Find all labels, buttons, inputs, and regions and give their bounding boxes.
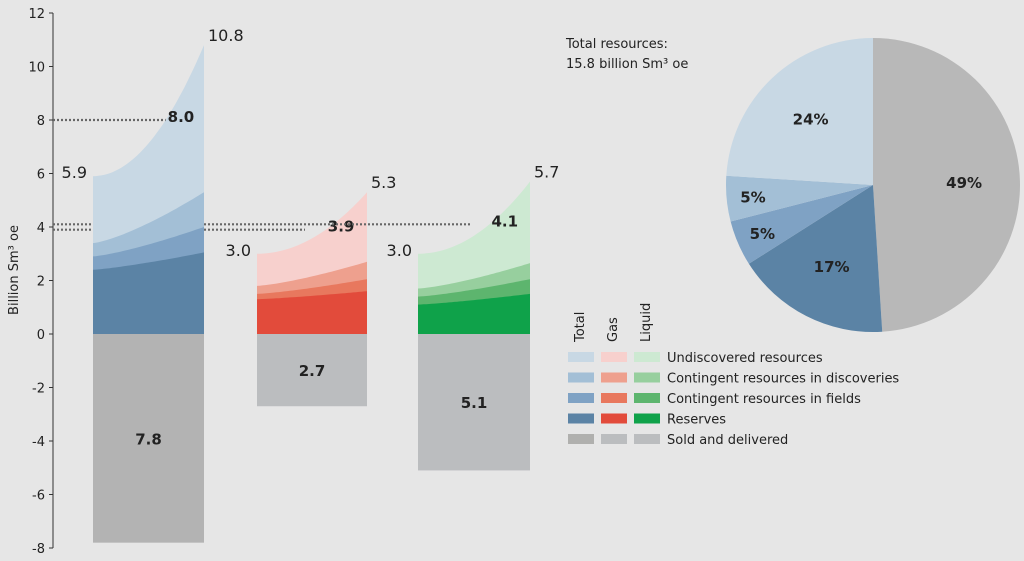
sold-value-label: 5.1 (461, 394, 488, 412)
y-axis: 12 10 8 6 4 2 0 -2 -4 -6 -8 (28, 7, 54, 557)
pie-slice-contingent-resources-in-fields (730, 185, 873, 264)
expected-value-label: 8.0 (168, 108, 195, 126)
low-value-label: 5.9 (62, 163, 87, 182)
y-tick-label: 4 (37, 221, 45, 236)
legend-swatch (601, 434, 627, 444)
y-tick-label: -4 (32, 435, 45, 450)
legend-swatch (634, 352, 660, 362)
legend-swatch (601, 413, 627, 424)
high-value-label: 10.8 (208, 26, 244, 45)
legend-swatch (568, 372, 594, 383)
legend-column-total: Total (573, 312, 588, 343)
pie-slice-label: 24% (793, 111, 829, 129)
y-tick-label: 6 (37, 168, 45, 183)
legend-swatch (601, 372, 627, 383)
sold-bar-gas (257, 334, 367, 407)
pie-slice-label: 5% (750, 225, 775, 243)
pie-title-line2: 15.8 billion Sm³ oe (566, 57, 688, 72)
sold-value-label: 7.8 (135, 430, 162, 448)
legend-swatch (568, 352, 594, 362)
layer-reserves-liquid (418, 293, 530, 334)
legend-entry: Contingent resources in discoveries (667, 372, 899, 387)
pie-title-line1: Total resources: (565, 37, 668, 52)
y-tick-label: -6 (32, 489, 45, 504)
low-value-label: 3.0 (226, 241, 251, 260)
pie-chart: 49% 17% 5% 5% 24% (726, 38, 1020, 332)
high-value-label: 5.7 (534, 163, 559, 182)
low-value-label: 3.0 (387, 241, 412, 260)
legend-swatch (568, 393, 594, 403)
pie-slice-label: 17% (814, 258, 850, 276)
legend-swatch (568, 434, 594, 444)
layer-reserves-total (93, 252, 204, 334)
legend-entry: Contingent resources in fields (667, 392, 861, 407)
legend: Total Gas Liquid Undiscovered resources Cont… (568, 303, 899, 448)
legend-swatch (568, 413, 594, 424)
y-tick-label: 8 (37, 114, 45, 129)
y-axis-label: Billion Sm³ oe (7, 225, 22, 315)
legend-entry: Sold and delivered (667, 433, 788, 448)
pie-slice-reserves (748, 185, 883, 332)
y-tick-label: 2 (37, 275, 45, 290)
sold-value-label: 2.7 (299, 362, 326, 380)
legend-swatch (634, 413, 660, 424)
expected-value-label: 3.9 (328, 218, 355, 236)
layer-reserves-gas (257, 291, 367, 334)
legend-column-gas: Gas (606, 317, 621, 342)
legend-entry: Reserves (667, 413, 726, 428)
pie-slice-label: 5% (740, 188, 765, 206)
y-tick-label: 0 (37, 328, 45, 343)
pie-slice-undiscovered-resources (726, 38, 873, 185)
y-tick-label: 10 (28, 61, 45, 76)
high-value-label: 5.3 (371, 173, 396, 192)
y-tick-label: 12 (28, 7, 45, 22)
y-tick-label: -8 (32, 542, 45, 557)
legend-entry: Undiscovered resources (667, 351, 823, 366)
pie-slice-sold-and-delivered (873, 38, 1020, 332)
sold-bar-liquid (418, 334, 530, 471)
pie-slice-contingent-resources-in-discoveries (726, 175, 873, 222)
area-bars: 7.8 5.9 10.8 8.0 2.7 3.0 5.3 3.9 5.1 3.0 5.7 4.1 (53, 26, 559, 543)
legend-swatch (634, 372, 660, 383)
pie-slice-label: 49% (946, 174, 982, 192)
legend-swatch (601, 352, 627, 362)
legend-swatch (634, 434, 660, 444)
y-tick-label: -2 (32, 382, 45, 397)
sold-bar-total (93, 334, 204, 543)
expected-value-label: 4.1 (491, 212, 518, 230)
legend-column-liquid: Liquid (639, 303, 654, 342)
legend-swatch (634, 393, 660, 403)
legend-swatch (601, 393, 627, 403)
